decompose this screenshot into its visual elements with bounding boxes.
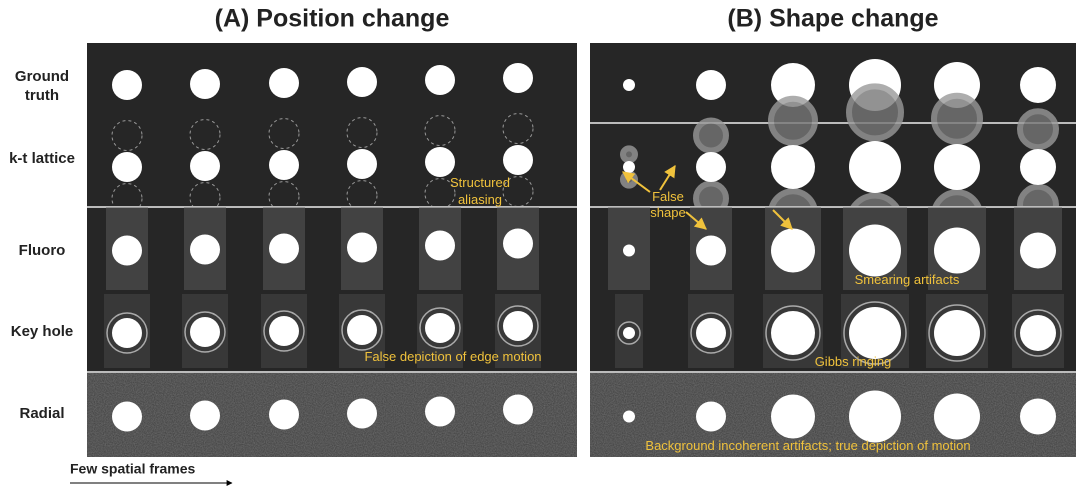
disc — [347, 233, 377, 263]
annotation: False depiction of edge motion — [364, 349, 541, 364]
disc — [623, 327, 635, 339]
disc — [425, 231, 455, 261]
image-row — [87, 43, 577, 123]
disc — [503, 63, 533, 93]
disc — [112, 70, 142, 100]
disc — [934, 310, 980, 356]
disc — [347, 149, 377, 179]
disc — [190, 69, 220, 99]
annotation-line: Structured — [450, 175, 510, 190]
noise — [87, 372, 577, 457]
disc — [1020, 67, 1056, 103]
disc — [503, 395, 533, 425]
disc — [696, 318, 726, 348]
disc — [425, 313, 455, 343]
panel-title: (B) Shape change — [727, 5, 938, 33]
disc — [269, 150, 299, 180]
disc — [623, 161, 635, 173]
disc — [269, 68, 299, 98]
image-row — [590, 43, 1076, 123]
disc — [849, 141, 901, 193]
disc — [849, 225, 901, 277]
alias-ring — [696, 121, 726, 151]
disc — [347, 399, 377, 429]
annotation-line: aliasing — [458, 192, 502, 207]
annotation-line: False — [652, 189, 684, 204]
row-label: Ground truth — [15, 68, 69, 104]
disc — [190, 401, 220, 431]
disc — [623, 79, 635, 91]
figure: (A) Position change (B) Shape change Gro… — [0, 0, 1076, 487]
alias-ring — [934, 96, 980, 142]
alias-ring — [623, 148, 635, 160]
disc — [623, 411, 635, 423]
disc — [425, 397, 455, 427]
disc — [190, 317, 220, 347]
row-label: Fluoro — [19, 242, 66, 259]
disc — [347, 67, 377, 97]
page: (A) Position change (B) Shape change Gro… — [0, 0, 1076, 487]
disc — [112, 236, 142, 266]
disc — [503, 311, 533, 341]
disc — [696, 70, 726, 100]
row-label: Radial — [19, 405, 64, 422]
disc — [771, 229, 815, 273]
disc — [425, 147, 455, 177]
annotation-line: shape — [650, 205, 685, 220]
row-label-line: Ground — [15, 68, 69, 85]
footer-label: Few spatial frames — [70, 461, 195, 477]
disc — [623, 245, 635, 257]
disc — [1020, 233, 1056, 269]
row-label: k-t lattice — [9, 150, 75, 167]
disc — [269, 400, 299, 430]
annotation: Smearing artifacts — [855, 272, 960, 287]
disc — [1020, 399, 1056, 435]
disc — [771, 145, 815, 189]
disc — [269, 316, 299, 346]
disc — [1020, 315, 1056, 351]
disc — [503, 229, 533, 259]
disc — [696, 402, 726, 432]
image-panels — [87, 43, 1076, 457]
disc — [771, 311, 815, 355]
row-label: Key hole — [11, 323, 74, 340]
disc — [849, 307, 901, 359]
disc — [112, 152, 142, 182]
disc — [696, 236, 726, 266]
disc — [503, 145, 533, 175]
annotation: Gibbs ringing — [815, 354, 892, 369]
disc — [934, 228, 980, 274]
disc — [269, 234, 299, 264]
alias-ring — [849, 86, 901, 138]
disc — [425, 65, 455, 95]
annotation: Background incoherent artifacts; true de… — [645, 438, 970, 453]
alias-ring — [771, 99, 815, 143]
disc — [190, 151, 220, 181]
disc — [347, 315, 377, 345]
disc — [771, 395, 815, 439]
disc — [190, 235, 220, 265]
disc — [1020, 149, 1056, 185]
alias-ring — [1020, 111, 1056, 147]
disc — [934, 144, 980, 190]
disc — [112, 402, 142, 432]
disc — [696, 152, 726, 182]
disc — [112, 318, 142, 348]
panel-title: (A) Position change — [215, 5, 450, 33]
row-label-line: truth — [25, 87, 59, 104]
disc — [849, 391, 901, 443]
disc — [934, 394, 980, 440]
